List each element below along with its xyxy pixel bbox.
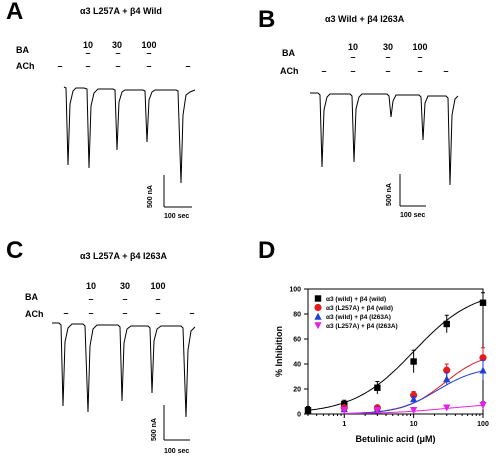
scale-x-label-c: 100 sec (164, 448, 189, 455)
ba-mark-a-10: – (85, 48, 91, 58)
y-tick-label-3: 60 (293, 337, 301, 344)
data-point-series-0 (374, 384, 381, 391)
legend-label-1: α3 (L257A) + β4 (wild) (326, 305, 393, 312)
data-point-series-3 (340, 407, 348, 415)
legend-marker-1 (314, 303, 322, 312)
conc-c-30: 30 (119, 281, 130, 291)
ach-label-b: ACh (280, 66, 299, 76)
ba-mark-b-100: – (417, 52, 423, 62)
current-trace-a: 500 nA 100 sec (63, 86, 196, 220)
ach-mark-b-5: – (443, 66, 449, 76)
y-tick-label-2: 40 (293, 362, 301, 369)
conc-b-100: 100 (412, 42, 428, 52)
legend-label-3: α3 (L257A) + β4 (I263A) (326, 323, 398, 330)
conc-b-30: 30 (382, 42, 393, 52)
x-tick-label-1: 10 (410, 421, 418, 428)
fit-curve-series-2 (344, 370, 484, 414)
ach-label-a: ACh (16, 61, 35, 71)
scale-y-label-b: 500 nA (386, 183, 393, 206)
scale-y-label-a: 500 nA (147, 185, 154, 208)
ach-mark-c-4: – (155, 308, 161, 318)
ach-mark-c-1: – (63, 308, 69, 318)
y-tick-label-0: 0 (297, 412, 301, 419)
data-point-series-0 (341, 400, 348, 408)
ba-label-a: BA (16, 45, 29, 55)
legend-marker-3 (314, 322, 322, 330)
ach-mark-b-1: – (321, 66, 327, 76)
ba-label-c: BA (25, 292, 38, 302)
ba-mark-c-100: – (155, 294, 161, 304)
panel-letter-b: B (258, 6, 276, 33)
legend-label-0: α3 (wild) + β4 (wild) (326, 296, 386, 303)
legend-marker-2 (314, 312, 322, 320)
conc-b-10: 10 (347, 42, 358, 52)
x-axis-label: Betulinic acid (μM) (355, 434, 435, 444)
data-point-series-3 (443, 404, 451, 412)
ba-label-b: BA (282, 48, 295, 58)
data-point-series-3 (479, 402, 487, 410)
ach-mark-a-2: – (85, 61, 91, 71)
ach-mark-a-4: – (146, 61, 152, 71)
panel-letter-d: D (258, 237, 276, 264)
ach-mark-a-3: – (115, 61, 121, 71)
current-trace-c: 500 nA 100 sec (52, 322, 196, 455)
current-trace-b: 500 nA 100 sec (310, 92, 459, 219)
ba-mark-a-100: – (146, 48, 152, 58)
scale-x-label-a: 100 sec (164, 213, 189, 220)
panel-letter-c: C (6, 237, 24, 264)
conc-a-30: 30 (111, 40, 122, 50)
x-tick-label-2: 100 (477, 421, 489, 428)
data-point-series-2 (410, 395, 418, 403)
ach-mark-c-2: – (88, 308, 94, 318)
data-point-series-0 (304, 407, 312, 414)
y-tick-label-1: 20 (293, 387, 301, 394)
panel-title-a: α3 L257A + β4 Wild (80, 6, 162, 16)
conc-a-100: 100 (141, 40, 157, 50)
panel-title-b: α3 Wild + β4 I263A (325, 14, 405, 24)
ba-mark-b-10: – (350, 52, 356, 62)
legend-label-2: α3 (wild) + β4 (I263A) (326, 314, 391, 321)
fit-curve-series-0 (307, 299, 484, 411)
ach-mark-b-4: – (417, 66, 423, 76)
data-point-series-2 (479, 366, 487, 374)
data-point-series-0 (410, 358, 417, 365)
data-point-series-0 (479, 299, 487, 306)
data-point-series-3 (410, 407, 418, 415)
data-point-series-3 (373, 407, 381, 415)
conc-c-10: 10 (85, 281, 96, 291)
y-tick-label-5: 100 (289, 287, 301, 294)
ach-mark-a-1: – (57, 61, 63, 71)
x-tick-label-0: 1 (342, 421, 346, 428)
ach-mark-c-3: – (122, 308, 128, 318)
y-tick-label-4: 80 (293, 312, 301, 319)
data-point-series-1 (443, 366, 451, 374)
ba-mark-c-10: – (88, 294, 94, 304)
ba-mark-c-30: – (122, 294, 128, 304)
y-axis-label: % Inhibition (274, 326, 284, 377)
data-point-series-1 (479, 354, 487, 362)
panel-title-c: α3 L257A + β4 I263A (80, 251, 167, 261)
scale-y-label-c: 500 nA (151, 418, 158, 441)
ach-mark-c-5: – (189, 308, 195, 318)
ach-label-c: ACh (25, 309, 44, 319)
conc-c-100: 100 (150, 281, 166, 291)
ach-mark-b-2: – (350, 66, 356, 76)
ba-mark-a-30: – (115, 48, 121, 58)
data-point-series-2 (443, 375, 451, 383)
ba-mark-b-30: – (385, 52, 391, 62)
conc-a-10: 10 (82, 40, 93, 50)
legend-marker-0 (314, 295, 322, 302)
scale-x-label-b: 100 sec (400, 212, 425, 219)
dose-response-chart: 0 20 40 60 80 100 1 10 100 Betulinic acid (μM) % I… (274, 287, 489, 445)
ach-mark-a-5: – (185, 61, 191, 71)
data-point-series-0 (443, 320, 450, 328)
panel-letter-a: A (6, 0, 24, 25)
ach-mark-b-3: – (385, 66, 391, 76)
